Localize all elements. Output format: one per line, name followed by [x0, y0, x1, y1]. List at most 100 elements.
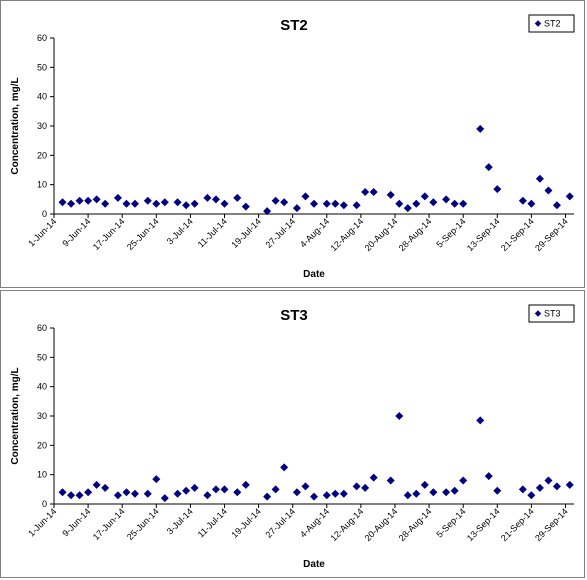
data-point — [113, 193, 122, 202]
y-tick-label: 0 — [42, 209, 47, 219]
x-tick-label: 29-Sep-14 — [533, 216, 570, 253]
y-tick-label: 10 — [37, 470, 47, 480]
data-point — [92, 480, 101, 489]
data-point — [484, 472, 493, 481]
legend-marker — [534, 310, 542, 317]
data-point — [493, 185, 502, 194]
data-point — [113, 491, 122, 500]
y-tick-label: 0 — [42, 499, 47, 509]
data-point — [58, 488, 67, 497]
data-point — [429, 488, 438, 497]
data-point — [565, 192, 574, 201]
chart-st3: ST3 Concentration, mg/L Date 0 10 20 30 40 50 60 1… — [10, 304, 575, 570]
x-tick-label: 9-Jun-14 — [60, 506, 92, 538]
x-tick-label: 19-Jul-14 — [229, 216, 263, 250]
data-point — [361, 188, 370, 196]
data-point — [331, 489, 340, 498]
x-tick-label: 29-Sep-14 — [533, 506, 570, 543]
data-point — [292, 204, 301, 213]
data-point — [339, 201, 348, 210]
data-point — [429, 198, 438, 207]
data-point — [544, 186, 553, 195]
data-point — [220, 485, 229, 494]
data-point — [220, 199, 229, 208]
x-tick-label: 5-Sep-14 — [434, 506, 467, 539]
legend-box — [528, 304, 575, 323]
data-point — [310, 492, 318, 501]
data-point — [292, 488, 301, 497]
data-point — [211, 485, 220, 494]
x-tick-label: 12-Aug-14 — [329, 506, 366, 543]
x-tick-label: 1-Jun-14 — [26, 216, 58, 248]
x-tick-label: 28-Aug-14 — [397, 506, 434, 543]
data-point — [67, 491, 76, 500]
legend-label: ST2 — [544, 19, 561, 29]
data-point — [203, 193, 212, 202]
data-point — [395, 199, 404, 208]
data-point — [122, 488, 131, 497]
data-point — [527, 491, 536, 500]
y-tick-label: 50 — [37, 352, 47, 362]
data-point — [241, 480, 250, 489]
data-point — [552, 201, 561, 210]
x-tick-label: 5-Sep-14 — [434, 216, 467, 249]
data-point — [160, 494, 169, 503]
x-tick-label: 17-Jun-14 — [91, 216, 127, 252]
data-point — [450, 199, 459, 208]
data-point — [412, 199, 421, 208]
data-point — [518, 196, 527, 205]
data-point — [143, 196, 152, 205]
y-tick-label: 20 — [37, 440, 47, 450]
data-point — [58, 198, 67, 207]
data-point — [484, 163, 493, 172]
data-point — [75, 491, 84, 500]
x-tick-label: 1-Jun-14 — [26, 506, 58, 538]
data-point — [182, 201, 191, 210]
data-point — [280, 198, 289, 207]
data-point — [369, 473, 378, 482]
data-point — [182, 486, 191, 495]
x-tick-label: 19-Jul-14 — [229, 506, 263, 540]
data-point — [331, 199, 340, 208]
data-point — [395, 412, 404, 420]
data-point — [493, 486, 502, 495]
data-point — [143, 489, 152, 498]
data-point — [271, 485, 280, 494]
data-point — [280, 463, 289, 472]
data-point — [412, 489, 421, 498]
data-point — [84, 196, 93, 205]
data-point — [190, 199, 199, 208]
data-point — [565, 480, 574, 489]
chart-st2: ST2 Concentration, mg/L Date 0 10 20 30 40 50 60 1… — [10, 14, 575, 280]
data-point — [403, 204, 412, 213]
data-point — [459, 199, 468, 208]
data-point — [233, 488, 242, 497]
x-tick-label: 28-Aug-14 — [397, 216, 434, 253]
data-point — [203, 491, 212, 500]
x-axis-label: Date — [303, 559, 325, 570]
data-point — [263, 207, 272, 216]
data-point — [420, 192, 429, 201]
data-point — [386, 476, 395, 485]
data-point — [190, 483, 199, 492]
x-tick-label: 13-Sep-14 — [465, 216, 502, 253]
data-point — [518, 485, 527, 494]
data-point — [322, 491, 331, 500]
data-point — [152, 199, 161, 208]
x-tick-label: 9-Jun-14 — [60, 216, 92, 248]
x-tick-label: 20-Aug-14 — [363, 506, 400, 543]
x-axis-label: Date — [303, 269, 325, 280]
legend-marker — [534, 20, 542, 27]
data-point — [233, 193, 242, 202]
data-point — [152, 475, 161, 484]
x-tick-label: 27-Jul-14 — [263, 216, 297, 250]
chart-title: ST3 — [280, 307, 308, 324]
data-point — [535, 483, 544, 492]
y-tick-label: 60 — [37, 323, 47, 333]
data-point — [386, 190, 395, 199]
x-tick-label: 25-Jun-14 — [125, 216, 161, 252]
data-point — [130, 489, 139, 498]
data-point — [75, 196, 84, 205]
data-point — [361, 483, 370, 492]
y-tick-label: 40 — [37, 382, 47, 392]
